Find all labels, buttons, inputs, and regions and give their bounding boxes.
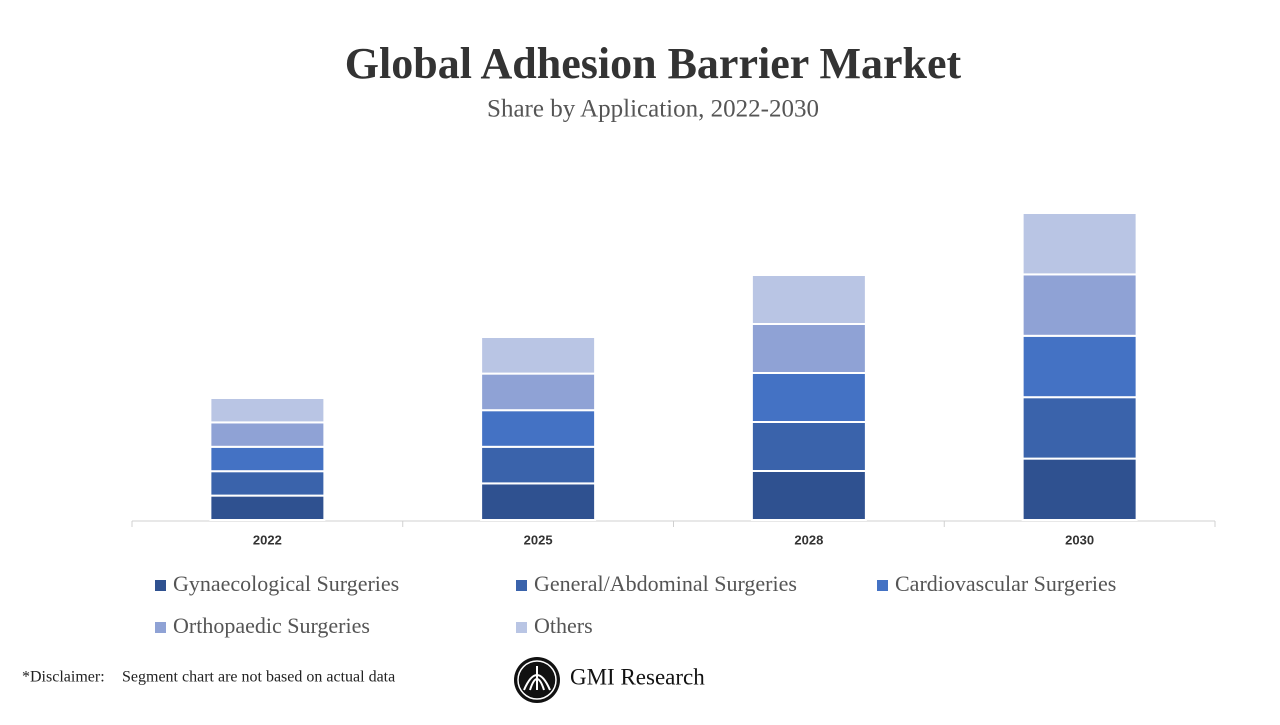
legend-label: Others [534,613,593,638]
bar-segment [209,470,326,497]
x-tick-label: 2028 [794,532,823,547]
bar-segment [750,274,867,325]
brand-logo [514,657,560,703]
bar-segment [1021,396,1138,460]
legend-swatch [155,622,166,633]
bar-segment [750,421,867,472]
bar-segment [750,323,867,374]
bar-segment [480,445,597,485]
legend-swatch [516,580,527,591]
bar-segment [480,336,597,375]
bar-segment [1021,457,1138,522]
x-tick-label: 2030 [1065,532,1094,547]
bar-segment [209,421,326,448]
chart-title: Global Adhesion Barrier Market [345,39,962,88]
bar-segment [1021,273,1138,337]
x-tick-label: 2025 [524,532,553,547]
x-tick-label: 2022 [253,532,282,547]
legend-label: Orthopaedic Surgeries [173,613,370,638]
disclaimer-label: *Disclaimer: [22,669,105,686]
legend-label: Cardiovascular Surgeries [895,571,1116,596]
bar-segment [480,409,597,448]
bar-segment [1021,212,1138,276]
chart-subtitle: Share by Application, 2022-2030 [487,96,819,123]
bar-segment [209,445,326,473]
bar-segment [480,482,597,521]
legend-swatch [516,622,527,633]
bar-segment [480,372,597,412]
bar-segment [1021,334,1138,399]
legend-swatch [155,580,166,591]
bar-segment [750,372,867,423]
bar-segment [209,494,326,522]
brand-name: GMI Research [570,664,705,689]
legend-label: Gynaecological Surgeries [173,571,399,596]
legend-label: General/Abdominal Surgeries [534,571,797,596]
bar-segment [750,470,867,521]
bar-segment [209,397,326,424]
disclaimer-text: Segment chart are not based on actual da… [122,669,395,686]
legend-swatch [877,580,888,591]
